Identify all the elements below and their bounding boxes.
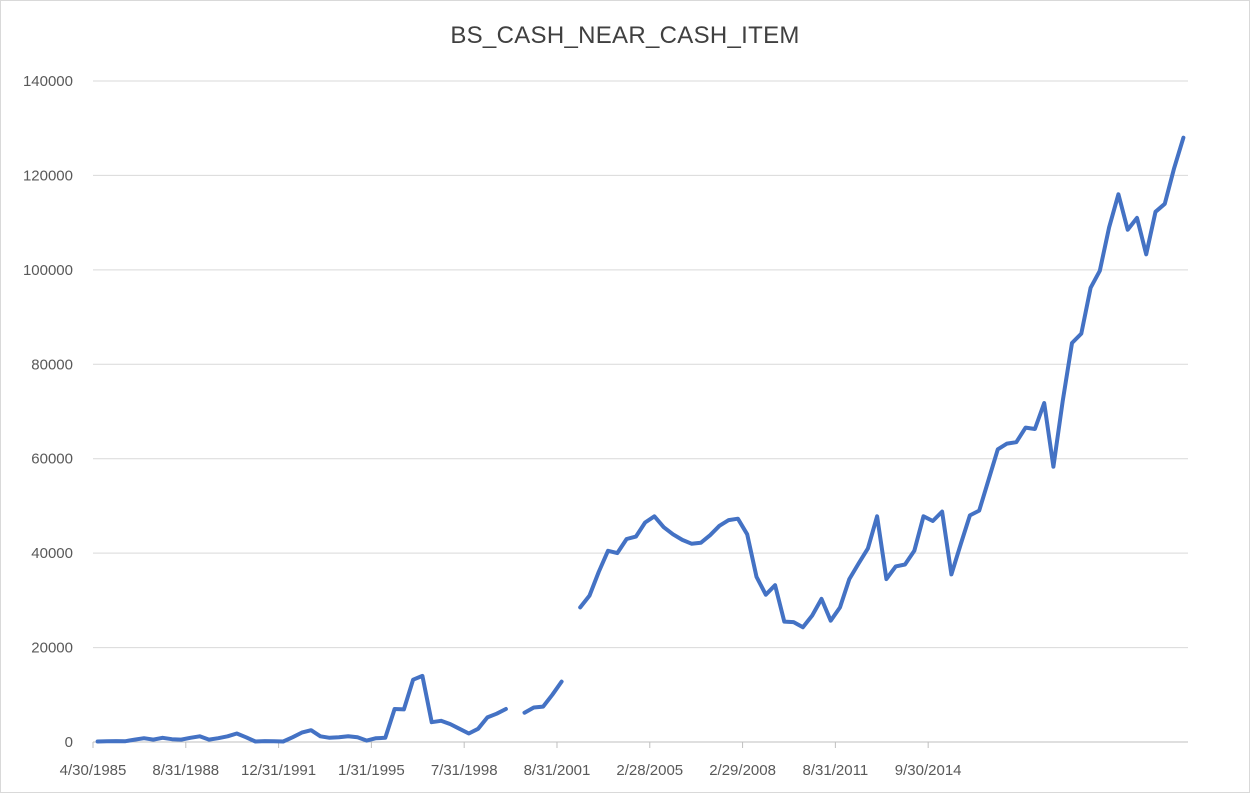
- x-tick-label: 2/28/2005: [616, 762, 683, 779]
- x-tick-label: 4/30/1985: [60, 762, 127, 779]
- gridlines: [93, 81, 1188, 648]
- y-tick-label: 0: [65, 734, 73, 751]
- y-tick-label: 40000: [31, 545, 73, 562]
- y-tick-label: 100000: [23, 262, 73, 279]
- series-line-segment: [98, 676, 506, 742]
- x-tick-label: 8/31/2001: [524, 762, 591, 779]
- y-tick-label: 140000: [23, 73, 73, 90]
- x-tick-label: 12/31/1991: [241, 762, 316, 779]
- y-axis-tick-labels: 0 20000 40000 60000 80000 100000 120000 140000: [23, 73, 73, 751]
- x-tick-label: 1/31/1995: [338, 762, 405, 779]
- series-line-segment: [580, 138, 1183, 628]
- x-tick-label: 9/30/2014: [895, 762, 962, 779]
- y-tick-label: 80000: [31, 356, 73, 373]
- x-tick-label: 8/31/1988: [152, 762, 219, 779]
- y-tick-label: 60000: [31, 451, 73, 468]
- series-lines: [98, 138, 1184, 742]
- x-tick-label: 8/31/2011: [803, 762, 869, 779]
- x-axis-tick-labels: 4/30/1985 8/31/1988 12/31/1991 1/31/1995 7/3…: [60, 762, 962, 779]
- series-line-segment: [525, 682, 562, 713]
- x-tick-label: 7/31/1998: [431, 762, 498, 779]
- y-tick-label: 120000: [23, 167, 73, 184]
- x-tick-label: 2/29/2008: [709, 762, 776, 779]
- y-tick-label: 20000: [31, 640, 73, 657]
